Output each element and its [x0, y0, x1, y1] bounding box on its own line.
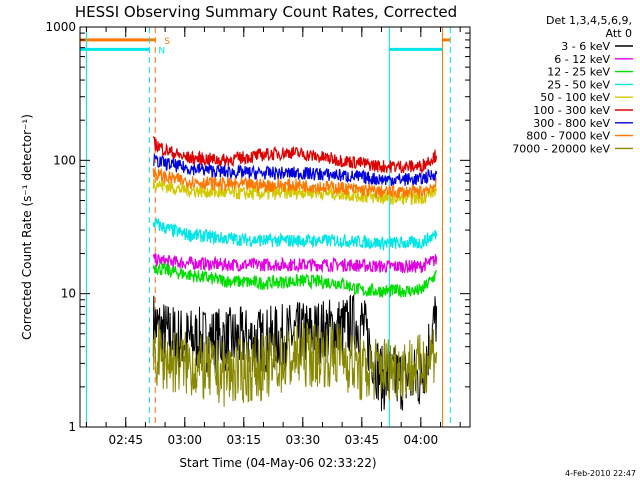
y-tick-label-1: 10 [61, 287, 76, 301]
series-line-1 [152, 253, 438, 274]
legend-header-line-1: Det 1,3,4,5,6,9, [546, 14, 632, 27]
legend-label-1: 6 - 12 keV [554, 53, 610, 66]
y-axis-label: Corrected Count Rate (s⁻¹ detector⁻¹) [20, 114, 34, 340]
x-tick-label-1: 03:00 [167, 433, 202, 447]
legend-label-3: 25 - 50 keV [547, 78, 610, 91]
chart-title: HESSI Observing Summary Count Rates, Cor… [75, 3, 457, 21]
legend-label-4: 50 - 100 keV [540, 91, 610, 104]
x-tick-label-4: 03:45 [345, 433, 380, 447]
legend-label-7: 800 - 7000 keV [526, 130, 610, 143]
x-tick-label-2: 03:15 [226, 433, 261, 447]
plot-data: SN [80, 27, 451, 427]
legend-label-2: 12 - 25 keV [547, 66, 610, 79]
y-tick-label-0: 1 [68, 420, 76, 434]
x-axis-label: Start Time (04-May-06 02:33:22) [179, 456, 376, 470]
axes: 1 10 100 1000 02:45 03:00 03:15 03:30 03:45 04:00 [45, 20, 470, 447]
legend-label-6: 300 - 800 keV [533, 117, 610, 130]
legend-header-line-2: Att 0 [606, 27, 632, 40]
series-line-3 [152, 217, 438, 252]
y-tick-label-3: 1000 [45, 20, 76, 34]
series-line-8 [152, 322, 438, 407]
series-line-6 [153, 152, 438, 187]
y-tick-label-2: 100 [53, 153, 76, 167]
legend-label-8: 7000 - 20000 keV [512, 142, 610, 155]
plot-frame [79, 26, 471, 428]
series-line-7 [152, 167, 437, 200]
legend-label-0: 3 - 6 keV [561, 40, 610, 53]
x-tick-label-0: 02:45 [108, 433, 143, 447]
legend-label-5: 100 - 300 keV [533, 104, 610, 117]
flag-label-n: N [158, 46, 165, 56]
series-line-5 [152, 136, 438, 175]
footer-timestamp: 4-Feb-2010 22:47 [565, 469, 636, 478]
series-line-2 [152, 261, 437, 298]
x-tick-label-5: 04:00 [404, 433, 439, 447]
flag-label-s: S [164, 37, 170, 47]
x-tick-label-3: 03:30 [286, 433, 321, 447]
